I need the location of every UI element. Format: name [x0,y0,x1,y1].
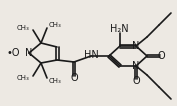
Text: O: O [132,76,140,86]
Text: O: O [70,73,78,83]
Text: H₂N: H₂N [110,24,128,34]
Text: O: O [157,51,165,61]
Text: N: N [25,48,33,58]
Text: CH₃: CH₃ [16,75,29,81]
Text: •O: •O [6,48,20,58]
Text: CH₃: CH₃ [49,78,62,84]
Text: HN: HN [84,50,98,60]
Text: CH₃: CH₃ [16,25,29,31]
Text: N: N [132,41,140,51]
Text: CH₃: CH₃ [49,22,62,28]
Text: N: N [132,61,140,71]
